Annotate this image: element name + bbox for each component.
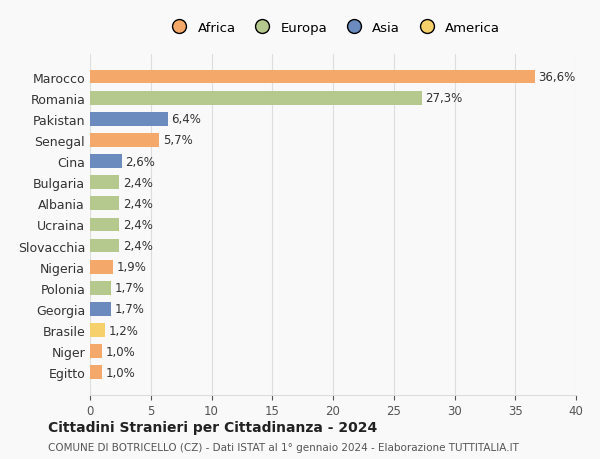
Bar — [90, 281, 110, 295]
Text: 1,9%: 1,9% — [117, 261, 146, 274]
Text: COMUNE DI BOTRICELLO (CZ) - Dati ISTAT al 1° gennaio 2024 - Elaborazione TUTTITA: COMUNE DI BOTRICELLO (CZ) - Dati ISTAT a… — [48, 442, 519, 452]
Text: 2,4%: 2,4% — [123, 176, 152, 189]
Text: Cittadini Stranieri per Cittadinanza - 2024: Cittadini Stranieri per Cittadinanza - 2… — [48, 420, 377, 435]
Text: 2,6%: 2,6% — [125, 155, 155, 168]
Bar — [90, 345, 102, 358]
Text: 1,2%: 1,2% — [108, 324, 138, 337]
Bar — [90, 302, 110, 316]
Text: 6,4%: 6,4% — [172, 113, 201, 126]
Bar — [90, 112, 168, 126]
Bar — [90, 155, 122, 168]
Bar — [90, 260, 113, 274]
Bar — [90, 324, 104, 337]
Text: 2,4%: 2,4% — [123, 240, 152, 252]
Text: 36,6%: 36,6% — [538, 71, 575, 84]
Text: 2,4%: 2,4% — [123, 218, 152, 231]
Text: 27,3%: 27,3% — [425, 92, 463, 105]
Text: 5,7%: 5,7% — [163, 134, 193, 147]
Legend: Africa, Europa, Asia, America: Africa, Europa, Asia, America — [162, 17, 504, 39]
Bar — [90, 218, 119, 232]
Text: 2,4%: 2,4% — [123, 197, 152, 210]
Text: 1,7%: 1,7% — [114, 282, 144, 295]
Text: 1,7%: 1,7% — [114, 303, 144, 316]
Bar — [90, 176, 119, 190]
Bar — [90, 134, 159, 147]
Text: 1,0%: 1,0% — [106, 366, 136, 379]
Bar — [90, 197, 119, 211]
Bar — [90, 92, 422, 105]
Bar — [90, 366, 102, 379]
Bar — [90, 239, 119, 253]
Text: 1,0%: 1,0% — [106, 345, 136, 358]
Bar — [90, 71, 535, 84]
